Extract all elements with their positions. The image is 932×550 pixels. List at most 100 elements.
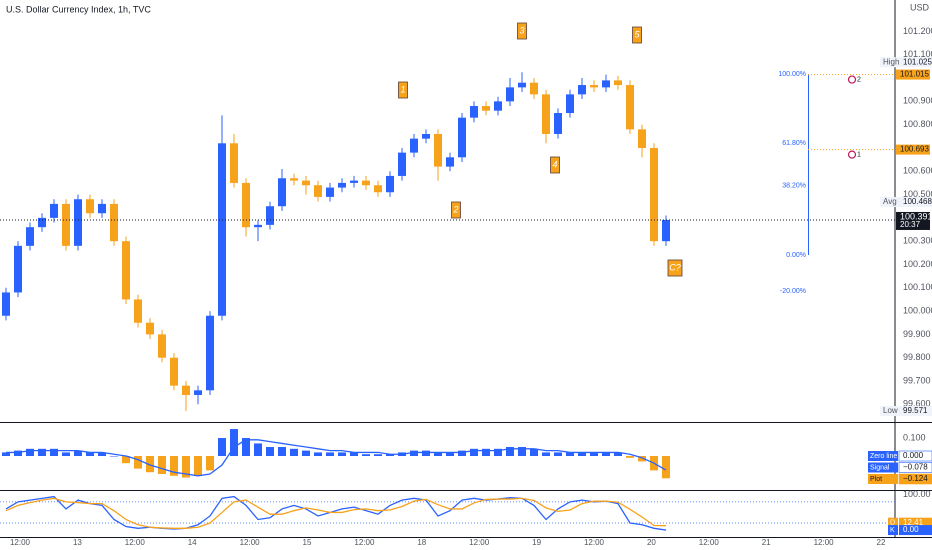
macd-bar bbox=[554, 452, 562, 457]
y-tick-label: 100.900 bbox=[903, 96, 932, 106]
macd-bar bbox=[542, 452, 550, 457]
macd-bar bbox=[638, 456, 646, 462]
current-price-badge bbox=[896, 211, 930, 230]
candle-body bbox=[614, 80, 622, 86]
y-tick-label: 101.200 bbox=[903, 26, 932, 36]
macd-bar bbox=[362, 454, 370, 457]
y-tick-label: 100.500 bbox=[903, 189, 932, 199]
macd-bar bbox=[446, 452, 454, 457]
price-label-value: 101.025 bbox=[903, 57, 932, 66]
x-tick-label: 19 bbox=[532, 538, 541, 547]
wave-label-box bbox=[550, 156, 560, 174]
candle-body bbox=[230, 143, 238, 183]
x-tick-label: 12:00 bbox=[354, 538, 375, 547]
macd-bar bbox=[518, 447, 526, 457]
macd-badge-name: Plot bbox=[870, 476, 882, 483]
macd-badge-value-box bbox=[898, 450, 932, 462]
candle-body bbox=[470, 106, 478, 118]
macd-bar bbox=[218, 438, 226, 457]
current-price: 100.391 bbox=[900, 211, 932, 221]
macd-bar bbox=[86, 452, 94, 457]
macd-bar bbox=[74, 450, 82, 457]
candle-body bbox=[242, 182, 250, 228]
macd-bar bbox=[14, 450, 22, 457]
candle-body bbox=[98, 203, 106, 214]
macd-bar bbox=[614, 452, 622, 457]
stoch-badge-value: 12.41 bbox=[903, 518, 924, 527]
macd-bar bbox=[146, 456, 154, 473]
macd-bar bbox=[50, 448, 58, 457]
x-tick-label: 12:00 bbox=[125, 538, 146, 547]
wave-label: C? bbox=[669, 262, 681, 272]
wave-label-box bbox=[517, 22, 527, 40]
stoch-d-line bbox=[5, 497, 667, 529]
macd-bar bbox=[386, 454, 394, 457]
macd-badge-value: 0.000 bbox=[903, 451, 924, 460]
macd-bar bbox=[434, 452, 442, 457]
candle-body bbox=[338, 182, 346, 188]
stoch-badge-name-box bbox=[888, 525, 898, 536]
candle-body bbox=[458, 117, 466, 158]
price-label-badge bbox=[880, 57, 932, 68]
macd-bar bbox=[254, 443, 262, 457]
macd-bar bbox=[38, 448, 46, 457]
macd-bar bbox=[590, 452, 598, 457]
candle-body bbox=[26, 227, 34, 246]
x-tick-label: 12:00 bbox=[469, 538, 490, 547]
candle-body bbox=[482, 106, 490, 111]
candle-body bbox=[302, 180, 310, 186]
fib-level-label: -20.00% bbox=[780, 288, 806, 295]
macd-bar bbox=[374, 454, 382, 457]
candle-body bbox=[662, 219, 670, 242]
price-label-value: 100.468 bbox=[903, 197, 932, 206]
macd-bar bbox=[110, 456, 118, 457]
candle-body bbox=[530, 82, 538, 95]
macd-badge-name: Signal bbox=[870, 464, 890, 471]
macd-badge-value: −0.124 bbox=[903, 474, 928, 483]
candle-body bbox=[362, 180, 370, 186]
price-label-name: High bbox=[883, 57, 899, 66]
wave-label: 4 bbox=[552, 159, 557, 169]
stoch-badge-name: D bbox=[890, 520, 895, 527]
y-tick-label: 100.100 bbox=[903, 282, 932, 292]
candle-body bbox=[86, 199, 94, 214]
candle-body bbox=[158, 334, 166, 358]
price-label-badge bbox=[880, 197, 932, 208]
candle-body bbox=[374, 185, 382, 193]
wave-label-box bbox=[632, 26, 642, 44]
stoch-badge-value: 0.00 bbox=[903, 525, 919, 534]
macd-bar bbox=[326, 452, 334, 457]
x-tick-label: 12:00 bbox=[10, 538, 31, 547]
macd-bar bbox=[578, 452, 586, 457]
x-tick-label: 13 bbox=[73, 538, 82, 547]
candle-body bbox=[314, 185, 322, 197]
y-tick-label: 100.200 bbox=[903, 259, 932, 269]
macd-bar bbox=[230, 429, 238, 457]
macd-bar bbox=[98, 452, 106, 457]
candle-body bbox=[494, 101, 502, 111]
macd-bar bbox=[350, 452, 358, 457]
candle-body bbox=[122, 241, 130, 300]
candle-body bbox=[434, 133, 442, 167]
macd-bar bbox=[458, 450, 466, 457]
macd-bar bbox=[422, 450, 430, 457]
macd-bar bbox=[2, 452, 10, 457]
macd-bar bbox=[242, 438, 250, 457]
candle-body bbox=[410, 138, 418, 153]
y-tick-label: 101.100 bbox=[903, 49, 932, 59]
wave-label: 5 bbox=[634, 29, 640, 39]
x-tick-label: 18 bbox=[417, 538, 426, 547]
price-label-name: Avg bbox=[883, 197, 897, 206]
candle-body bbox=[446, 157, 454, 167]
wave-label-box bbox=[398, 81, 408, 99]
y-tick-label: 100.000 bbox=[903, 305, 932, 315]
x-tick-label: 12:00 bbox=[240, 538, 261, 547]
fib-level-label: 61.80% bbox=[782, 140, 806, 147]
price-label-badge bbox=[880, 406, 932, 417]
x-tick-label: 21 bbox=[762, 538, 771, 547]
wave-label-box bbox=[667, 259, 683, 277]
candle-body bbox=[518, 82, 526, 88]
macd-bar bbox=[494, 448, 502, 457]
